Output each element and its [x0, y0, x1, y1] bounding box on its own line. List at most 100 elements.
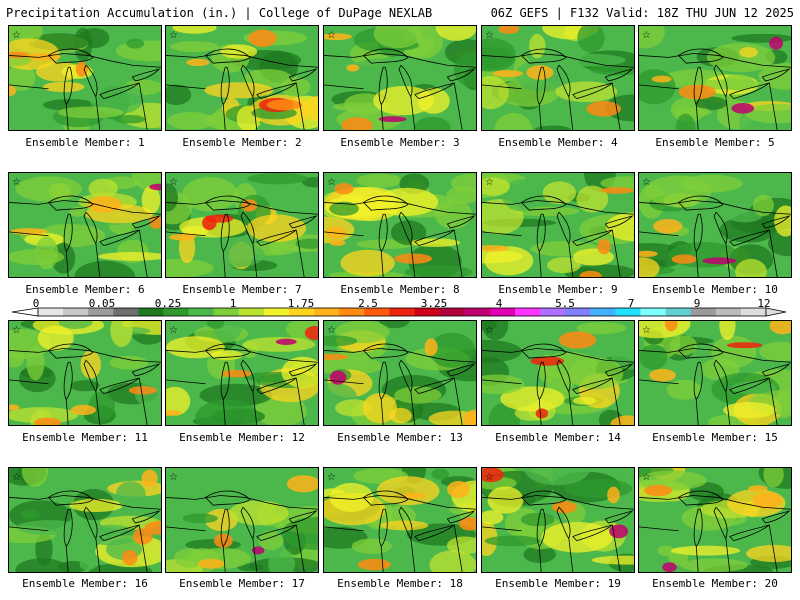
- colorbar-segment: [414, 308, 440, 316]
- ensemble-member-map: ☆: [8, 467, 162, 573]
- colorbar-tick-label: 2.5: [358, 297, 378, 310]
- colorbar-segment: [188, 308, 215, 316]
- ensemble-member-label: Ensemble Member: 12: [179, 431, 305, 444]
- ensemble-member-label: Ensemble Member: 2: [182, 136, 302, 149]
- ensemble-member-map: ☆: [638, 320, 792, 426]
- ensemble-member-map: ☆: [323, 320, 477, 426]
- colorbar-segment: [439, 308, 466, 316]
- colorbar-segment: [489, 308, 516, 316]
- ensemble-member-map: ☆: [165, 172, 319, 278]
- ensemble-member-label: Ensemble Member: 16: [22, 577, 148, 590]
- colorbar-tick-label: 9: [693, 297, 701, 310]
- colorbar-segment: [339, 308, 365, 316]
- ensemble-member-map: ☆: [323, 467, 477, 573]
- colorbar-segment: [690, 308, 717, 316]
- ensemble-member-label: Ensemble Member: 18: [337, 577, 463, 590]
- svg-text:☆: ☆: [642, 177, 651, 188]
- svg-text:☆: ☆: [169, 325, 178, 336]
- ensemble-member-map: ☆: [165, 25, 319, 131]
- colorbar-segment: [640, 308, 666, 316]
- svg-text:☆: ☆: [12, 177, 21, 188]
- colorbar-segment: [364, 308, 390, 316]
- ensemble-member-label: Ensemble Member: 3: [340, 136, 460, 149]
- colorbar-segment: [540, 308, 566, 316]
- ensemble-member-map: ☆: [165, 467, 319, 573]
- colorbar-segment: [289, 308, 315, 316]
- colorbar-segment: [740, 308, 767, 316]
- colorbar-tick-label: 3.25: [420, 297, 448, 310]
- svg-text:☆: ☆: [169, 472, 178, 483]
- svg-text:☆: ☆: [485, 30, 494, 41]
- colorbar-segment: [263, 308, 290, 316]
- svg-text:☆: ☆: [485, 472, 494, 483]
- ensemble-member-label: Ensemble Member: 9: [498, 283, 618, 296]
- ensemble-member-label: Ensemble Member: 7: [182, 283, 302, 296]
- svg-text:☆: ☆: [12, 30, 21, 41]
- ensemble-member-map: ☆: [323, 25, 477, 131]
- svg-text:☆: ☆: [485, 177, 494, 188]
- ensemble-member-label: Ensemble Member: 13: [337, 431, 463, 444]
- ensemble-member-label: Ensemble Member: 20: [652, 577, 778, 590]
- ensemble-member-map: ☆: [8, 172, 162, 278]
- colorbar-tick-label: 7: [627, 297, 635, 310]
- svg-text:☆: ☆: [12, 472, 21, 483]
- ensemble-member-label: Ensemble Member: 8: [340, 283, 460, 296]
- colorbar-segment: [314, 308, 340, 316]
- run-valid-time: 06Z GEFS | F132 Valid: 18Z THU JUN 12 20…: [490, 6, 794, 20]
- colorbar-tick-label: 0.25: [154, 297, 182, 310]
- precipitation-colorbar: [11, 307, 787, 317]
- ensemble-member-map: ☆: [165, 320, 319, 426]
- ensemble-member-label: Ensemble Member: 4: [498, 136, 618, 149]
- colorbar-segment: [590, 308, 616, 316]
- ensemble-member-label: Ensemble Member: 11: [22, 431, 148, 444]
- svg-text:☆: ☆: [642, 325, 651, 336]
- ensemble-member-map: ☆: [481, 320, 635, 426]
- colorbar-max-arrow: [765, 307, 787, 317]
- map-title: Precipitation Accumulation (in.) | Colle…: [6, 6, 433, 20]
- colorbar-segment: [63, 308, 89, 316]
- ensemble-member-map: ☆: [638, 172, 792, 278]
- svg-text:☆: ☆: [327, 177, 336, 188]
- colorbar-segment: [88, 308, 114, 316]
- ensemble-member-map: ☆: [323, 172, 477, 278]
- svg-text:☆: ☆: [485, 325, 494, 336]
- ensemble-member-map: ☆: [638, 467, 792, 573]
- ensemble-member-label: Ensemble Member: 17: [179, 577, 305, 590]
- colorbar-segment: [213, 308, 240, 316]
- ensemble-member-label: Ensemble Member: 15: [652, 431, 778, 444]
- colorbar-segment: [113, 308, 139, 316]
- svg-text:☆: ☆: [327, 325, 336, 336]
- colorbar-tick-label: 5.5: [555, 297, 575, 310]
- ensemble-member-map: ☆: [481, 172, 635, 278]
- ensemble-member-map: ☆: [481, 467, 635, 573]
- ensemble-member-label: Ensemble Member: 1: [25, 136, 145, 149]
- ensemble-member-map: ☆: [8, 320, 162, 426]
- svg-text:☆: ☆: [169, 30, 178, 41]
- colorbar-tick-label: 0.05: [88, 297, 116, 310]
- colorbar-tick-label: 4: [495, 297, 503, 310]
- colorbar-segment: [514, 308, 541, 316]
- colorbar-segment: [38, 308, 64, 316]
- colorbar-segment: [389, 308, 415, 316]
- ensemble-member-map: ☆: [638, 25, 792, 131]
- ensemble-member-label: Ensemble Member: 14: [495, 431, 621, 444]
- colorbar-tick-label: 12: [757, 297, 771, 310]
- ensemble-member-label: Ensemble Member: 5: [655, 136, 775, 149]
- colorbar-segment: [163, 308, 189, 316]
- svg-text:☆: ☆: [642, 472, 651, 483]
- svg-text:☆: ☆: [327, 30, 336, 41]
- colorbar-tick-label: 0: [32, 297, 40, 310]
- colorbar-segment: [138, 308, 164, 316]
- colorbar-tick-label: 1: [229, 297, 237, 310]
- ensemble-member-label: Ensemble Member: 19: [495, 577, 621, 590]
- ensemble-member-map: ☆: [8, 25, 162, 131]
- colorbar-tick-label: 1.75: [287, 297, 315, 310]
- svg-text:☆: ☆: [169, 177, 178, 188]
- colorbar-segment: [715, 308, 742, 316]
- ensemble-member-label: Ensemble Member: 10: [652, 283, 778, 296]
- svg-text:☆: ☆: [327, 472, 336, 483]
- ensemble-member-label: Ensemble Member: 6: [25, 283, 145, 296]
- colorbar-segment: [464, 308, 491, 316]
- colorbar-segment: [565, 308, 591, 316]
- svg-text:☆: ☆: [642, 30, 651, 41]
